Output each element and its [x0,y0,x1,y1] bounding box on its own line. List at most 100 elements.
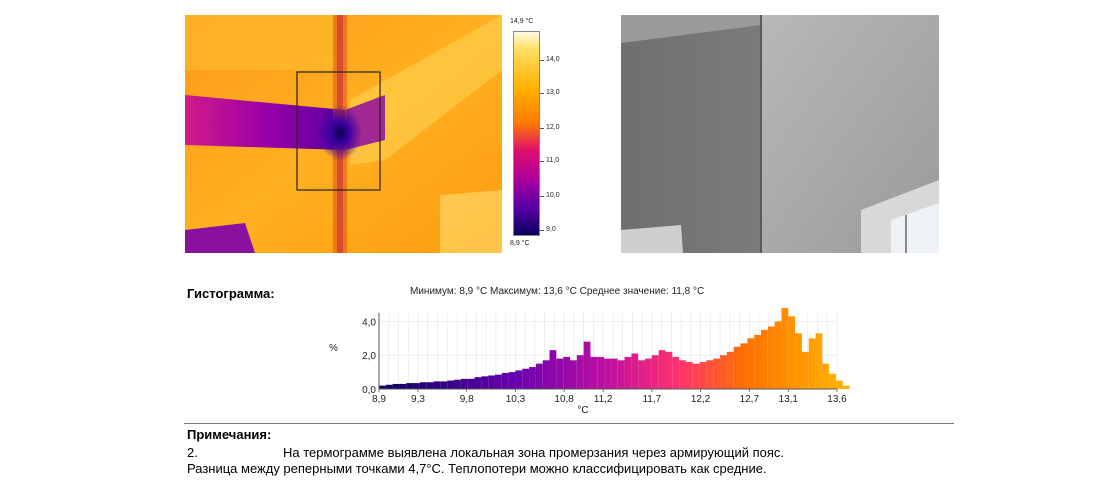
histogram-bar [781,307,789,389]
x-tick-label: 11,7 [642,394,661,405]
note-text-line2: Разница между реперными точками 4,7°C. Т… [187,461,767,476]
histogram-bar [631,353,639,389]
histogram-bar [842,385,850,389]
histogram-bar [590,356,598,389]
histogram-bar [529,367,536,389]
scale-tick: 9,0 [540,226,556,233]
scale-tick: 11,0 [539,157,560,164]
histogram-bar [481,376,489,389]
histogram-bar [385,384,393,389]
histogram-bar [801,351,809,389]
histogram-bar [699,361,707,389]
section-divider [184,423,954,424]
histogram-bar [488,375,495,389]
histogram-bar [576,355,584,389]
y-tick-label: 4,0 [362,317,376,328]
histogram-bar [740,343,748,389]
histogram-bar [413,383,420,389]
histogram-bar [515,370,523,389]
histogram-bar [556,358,564,389]
histogram-bar [720,355,727,389]
histogram-bar [726,351,734,389]
histogram-bar [419,382,427,389]
histogram-heading: Гистограмма: [187,286,275,301]
histogram-bar [467,378,475,389]
histogram-bar [822,363,830,389]
histogram-chart: 0,0 2,0 4,0 8,9 9,3 9,8 10,3 10,8 11,2 11,7 12,2 12… [329,307,850,416]
y-tick-label: 2,0 [362,351,376,362]
histogram-bar [679,360,686,389]
y-tick-label: 0,0 [362,385,376,396]
x-tick-label: 9,3 [411,394,425,405]
note-text-line1: На термограмме выявлена локальная зона п… [283,445,784,460]
histogram-bar [454,379,461,389]
x-tick-label: 10,8 [554,394,574,405]
histogram-bar [549,350,557,389]
histogram-bar [808,338,816,389]
x-tick-label: 12,2 [691,394,711,405]
x-tick-label: 13,6 [827,394,847,405]
histogram-bar [447,380,455,389]
histogram-bar [829,373,837,389]
histogram-bar [815,333,823,389]
histogram-bar [604,358,611,389]
scale-max-label: 14,9 °C [510,18,534,25]
histogram-bar [658,350,666,389]
scale-tick: 12,0 [540,124,560,131]
histogram-bar [399,383,407,389]
histogram-bar [795,333,802,389]
histogram-bar [542,360,550,389]
x-tick-label: 9,8 [460,394,474,405]
histogram-bar [706,360,714,389]
histogram-bar [379,385,386,389]
histogram-bar [672,356,680,389]
histogram-bar [747,338,755,389]
note-number: 2. [187,445,198,460]
histogram-bar [665,351,673,389]
y-axis-label: % [329,343,338,354]
histogram-bar [522,368,530,389]
histogram-bar [617,360,625,389]
histogram-bar [624,356,632,389]
histogram-bar [563,356,570,389]
histogram-bar [583,341,591,389]
thermogram-image [185,15,502,253]
histogram-bar [508,372,516,389]
histogram-axes: 0,0 2,0 4,0 8,9 9,3 9,8 10,3 10,8 11,2 11,7 12,2 12… [329,313,847,416]
histogram-bar [569,360,577,389]
histogram-bar [788,316,796,389]
histogram-bar [836,380,843,389]
temperature-scale-bar [513,31,540,236]
histogram-bar [535,363,543,389]
histogram-bar [392,383,400,389]
histogram-bar [474,377,482,389]
histogram-bar [733,346,741,389]
histogram-bar [460,378,468,389]
notes-heading: Примечания: [187,427,272,442]
scale-tick: 10,0 [540,192,560,199]
x-tick-label: 11,2 [594,394,613,405]
histogram-bar [610,358,618,389]
histogram-bar [406,383,414,389]
histogram-bar [597,356,605,389]
histogram-stats: Минимум: 8,9 °C Максимум: 13,6 °C Средне… [410,286,705,297]
scale-tick: 14,0 [540,56,560,63]
scale-min-label: 8,9 °C [510,240,530,247]
x-tick-label: 8,9 [372,394,386,405]
histogram-bar [494,374,502,389]
histogram-bar [760,329,768,389]
histogram-bar [767,326,775,389]
x-tick-label: 13,1 [779,394,799,405]
histogram-bar [774,321,782,389]
histogram-bar [754,334,761,389]
x-tick-label: 10,3 [506,394,526,405]
histogram-bar [645,358,652,389]
visual-photo [621,15,939,253]
histogram-bars [379,307,850,389]
x-tick-label: 12,7 [740,394,760,405]
histogram-bar [685,361,693,389]
scale-tick: 13,0 [540,89,560,96]
histogram-bar [433,381,441,389]
histogram-bar [713,358,721,389]
histogram-bar [426,382,434,389]
